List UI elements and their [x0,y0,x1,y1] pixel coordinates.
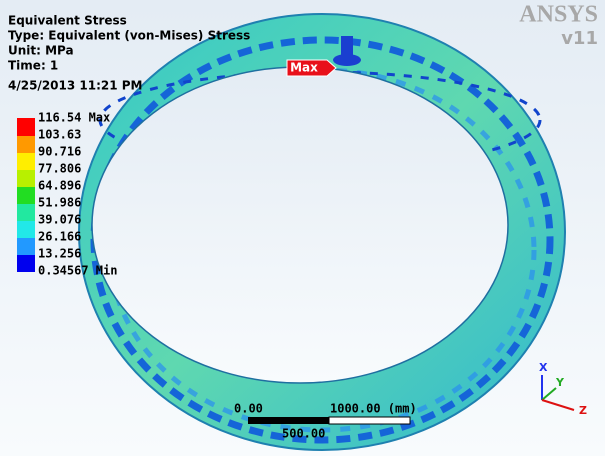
legend-label: 64.896 [38,179,81,193]
legend-label: 103.63 [38,128,81,142]
triad-label: Z [579,404,587,417]
legend-swatch [17,221,35,238]
scale-middle: 500.00 [282,427,325,441]
legend-label: 90.716 [38,145,81,159]
triad-label: Y [555,376,565,389]
max-label: Max [290,61,318,75]
header-title: Equivalent Stress [8,14,127,28]
legend-label: 0.34567 Min [38,264,117,278]
scale-segment [329,417,410,424]
header-date: 4/25/2013 11:21 PM [8,79,143,93]
legend-swatch [17,118,35,136]
scale-end: 1000.00 (mm) [330,402,417,416]
ring-opening [92,67,508,383]
legend-label: 26.166 [38,230,81,244]
scale-start: 0.00 [234,402,263,416]
legend-label: 51.986 [38,196,81,210]
color-legend [17,118,35,272]
header-type: Type: Equivalent (von-Mises) Stress [8,29,250,43]
legend-label: 13.256 [38,247,81,261]
legend-swatch [17,136,35,153]
scale-segment [248,417,329,424]
legend-swatch [17,238,35,255]
legend-swatch [17,187,35,204]
triad-label: X [539,361,548,374]
legend-swatch [17,255,35,272]
legend-label: 116.54 Max [38,111,110,125]
logo-name: ANSYS [519,2,598,28]
legend-swatch [17,204,35,221]
logo-version: v11 [561,28,598,49]
header-unit: Unit: MPa [8,44,74,58]
legend-swatch [17,170,35,187]
pin-head [333,54,361,66]
viewport: Max Equivalent Stress Type: Equivalent (… [0,0,605,456]
legend-swatch [17,153,35,170]
legend-label: 39.076 [38,213,81,227]
ring-model [79,14,565,450]
legend-label: 77.806 [38,162,81,176]
header-time: Time: 1 [8,59,58,73]
